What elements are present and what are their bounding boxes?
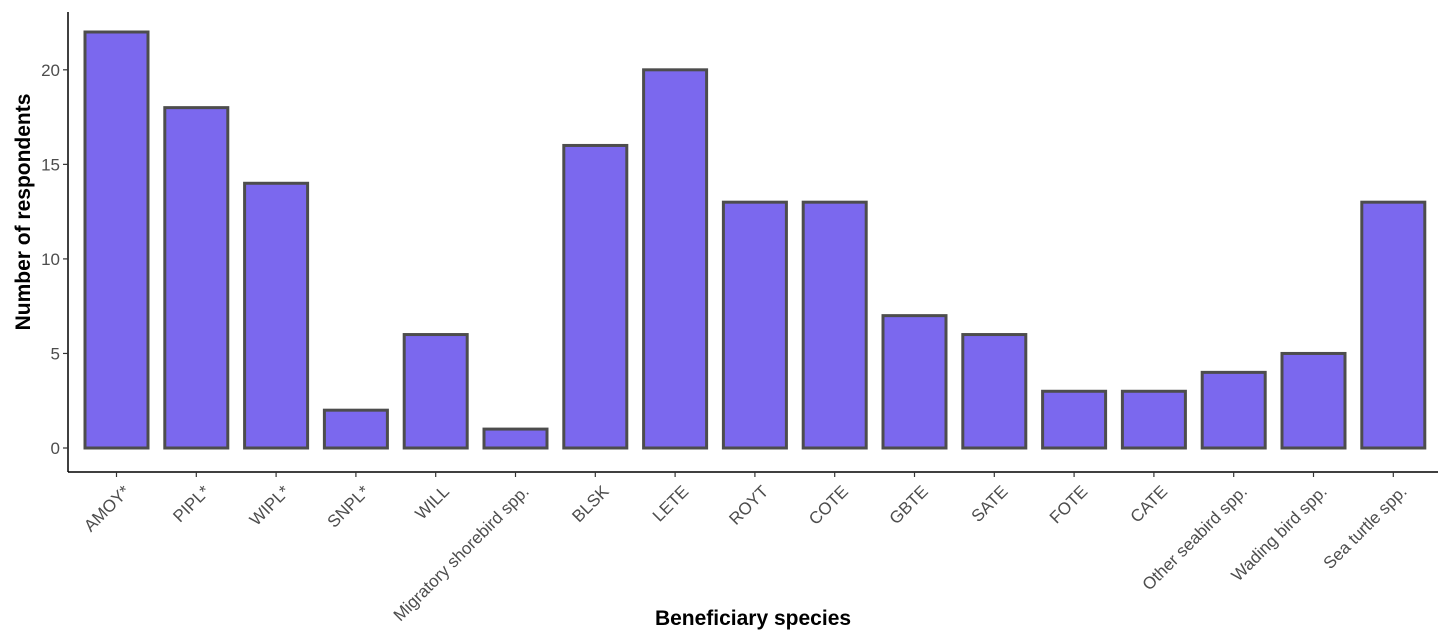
bar-13: [1120, 389, 1187, 450]
x-tick-label-5: Migratory shorebird spp.: [390, 482, 533, 625]
y-axis-title: Number of respondents: [12, 94, 35, 331]
bar-2: [243, 181, 310, 450]
x-tick-label-7: LETE: [649, 482, 693, 526]
y-axis-ticks: 0 5 10 15 20: [41, 61, 68, 458]
x-tick-label-13: CATE: [1127, 482, 1172, 527]
bar-12: [1041, 389, 1108, 450]
x-tick-label-3: SNPL*: [324, 482, 374, 532]
y-tick-label-1: 5: [51, 344, 60, 363]
bar-1: [163, 106, 230, 450]
bar-16: [1360, 200, 1427, 450]
x-tick-label-9: COTE: [805, 482, 852, 529]
bar-7: [642, 68, 709, 450]
x-tick-label-11: SATE: [968, 482, 1012, 526]
bars-group: [83, 30, 1427, 450]
bar-11: [961, 333, 1028, 450]
x-tick-label-8: ROYT: [725, 482, 772, 529]
x-tick-label-10: GBTE: [886, 482, 932, 528]
y-tick-label-2: 10: [41, 250, 60, 269]
bar-14: [1200, 370, 1267, 450]
bar-15: [1280, 351, 1347, 450]
x-tick-label-4: WILL: [412, 482, 453, 523]
bar-4: [402, 333, 469, 450]
bar-8: [721, 200, 788, 450]
x-tick-label-6: BLSK: [568, 481, 613, 526]
y-tick-label-3: 15: [41, 155, 60, 174]
x-tick-label-2: WIPL*: [246, 482, 294, 530]
x-tick-label-12: FOTE: [1046, 482, 1091, 527]
x-tick-label-0: AMOY*: [80, 482, 134, 536]
bar-10: [881, 314, 948, 450]
y-tick-label-0: 0: [51, 439, 60, 458]
x-tick-label-1: PIPL*: [169, 482, 213, 526]
bar-6: [562, 143, 629, 450]
bar-3: [322, 408, 389, 450]
bar-5: [482, 427, 549, 450]
bar-9: [801, 200, 868, 450]
x-axis-title: Beneficiary species: [655, 607, 851, 630]
y-tick-label-4: 20: [41, 61, 60, 80]
x-tick-label-16: Sea turtle spp.: [1320, 482, 1411, 573]
bar-0: [83, 30, 150, 450]
